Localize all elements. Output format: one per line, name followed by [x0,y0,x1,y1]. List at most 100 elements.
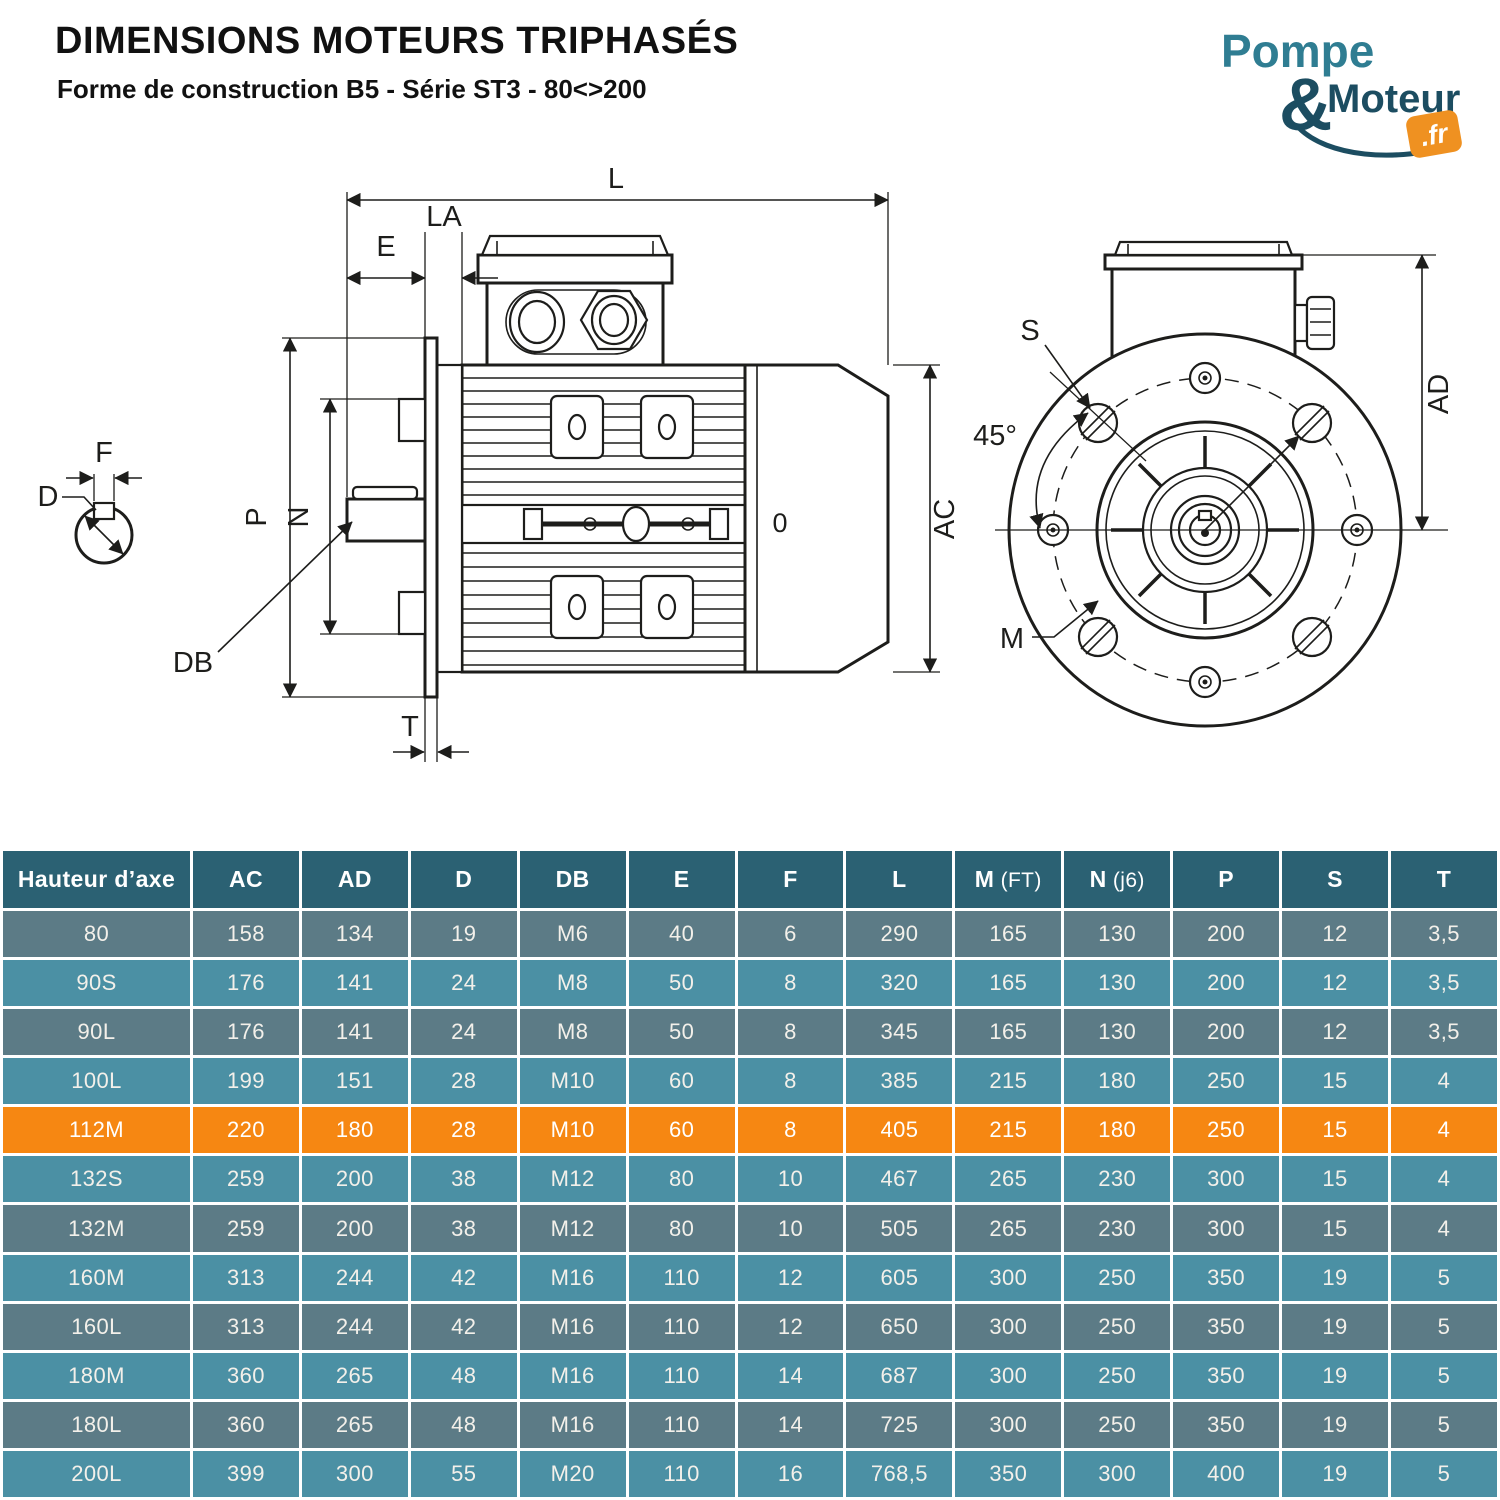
column-header: L [843,848,956,911]
front-endshield [435,363,464,674]
front-view: S 45° M AD [973,240,1455,728]
value-cell: 110 [625,1447,738,1500]
model-cell: 80 [0,907,193,961]
shaft-cross-section: D F [38,437,142,565]
value-cell: 130 [1061,957,1174,1010]
table-row: 90S 176 141 24 M8 50 8 320 165 130 200 12 3,5 [0,957,1500,1010]
column-header: DB [516,848,629,911]
column-header: AD [298,848,411,911]
value-cell: 176 [190,957,302,1010]
model-cell: 180L [0,1398,193,1451]
value-cell: 19 [1279,1398,1391,1451]
dim-label-db: DB [173,647,213,679]
dim-label-e: E [376,231,395,263]
value-cell: M16 [516,1349,629,1402]
model-cell: 160L [0,1300,193,1353]
value-cell: 141 [298,1006,411,1059]
value-cell: 400 [1170,1447,1283,1500]
value-cell: 265 [298,1349,411,1402]
rear-mark-label: 0 [772,508,787,538]
table-row: 112M 220 180 28 M10 60 8 405 215 180 250 15 4 [0,1104,1500,1157]
value-cell: 12 [1279,907,1391,961]
value-cell: 220 [190,1104,302,1157]
dim-label-l: L [608,163,624,195]
value-cell: M16 [516,1300,629,1353]
flange-screws [1077,402,1333,658]
model-cell: 112M [0,1104,193,1157]
value-cell: 290 [843,907,956,961]
screw-icon [1077,616,1119,658]
value-cell: 244 [298,1251,411,1304]
value-cell: 200 [1170,907,1283,961]
value-cell: 350 [1170,1398,1283,1451]
value-cell: 313 [190,1251,302,1304]
table-header-row: Hauteur d’axe AC AD D DB E F L M (FT) N (j6) P S T [0,848,1500,911]
logo: Pompe & Moteur .fr [1221,25,1462,158]
value-cell: 230 [1061,1153,1174,1206]
value-cell: 3,5 [1387,1006,1500,1059]
value-cell: 300 [952,1349,1065,1402]
dim-label-ac: AC [929,499,961,539]
value-cell: 80 [625,1153,738,1206]
value-cell: M10 [516,1104,629,1157]
screw-icon [1291,402,1333,444]
model-cell: 200L [0,1447,193,1500]
value-cell: 200 [298,1153,411,1206]
value-cell: 50 [625,957,738,1010]
value-cell: 768,5 [843,1447,956,1500]
value-cell: 6 [734,907,847,961]
value-cell: 8 [734,1055,847,1108]
value-cell: 605 [843,1251,956,1304]
value-cell: 8 [734,1104,847,1157]
value-cell: 505 [843,1202,956,1255]
logo-word-pompe: Pompe [1221,25,1374,77]
value-cell: 250 [1061,1398,1174,1451]
value-cell: 110 [625,1251,738,1304]
value-cell: M10 [516,1055,629,1108]
fan-cover: 0 [743,363,890,674]
value-cell: 158 [190,907,302,961]
value-cell: 300 [952,1300,1065,1353]
value-cell: 24 [407,957,520,1010]
dim-label-s: S [1020,315,1039,347]
value-cell: 360 [190,1398,302,1451]
value-cell: 265 [952,1153,1065,1206]
value-cell: 48 [407,1398,520,1451]
value-cell: 399 [190,1447,302,1500]
logo-fr-badge: .fr [1406,110,1462,158]
value-cell: 385 [843,1055,956,1108]
value-cell: 259 [190,1153,302,1206]
value-cell: 300 [1061,1447,1174,1500]
dim-label-t: T [401,711,419,743]
page-subtitle: Forme de construction B5 - Série ST3 - 8… [57,74,647,104]
value-cell: 15 [1279,1104,1391,1157]
value-cell: M16 [516,1398,629,1451]
page-title: DIMENSIONS MOTEURS TRIPHASÉS [55,20,739,62]
value-cell: 110 [625,1398,738,1451]
model-cell: 160M [0,1251,193,1304]
value-cell: 360 [190,1349,302,1402]
table-body: 80 158 134 19 M6 40 6 290 165 130 200 12 3,5 90S 176 14… [0,907,1500,1500]
dim-label-f: F [95,437,113,469]
column-header: N (j6) [1061,848,1174,911]
dim-label-la: LA [426,201,462,233]
value-cell: 350 [1170,1251,1283,1304]
value-cell: 151 [298,1055,411,1108]
value-cell: 80 [625,1202,738,1255]
value-cell: 12 [1279,1006,1391,1059]
value-cell: 265 [952,1202,1065,1255]
column-header: P [1170,848,1283,911]
value-cell: 165 [952,907,1065,961]
value-cell: 19 [407,907,520,961]
shaft [345,497,427,543]
value-cell: 4 [1387,1055,1500,1108]
value-cell: 38 [407,1153,520,1206]
value-cell: 12 [1279,957,1391,1010]
value-cell: 180 [1061,1104,1174,1157]
value-cell: 5 [1387,1300,1500,1353]
value-cell: 405 [843,1104,956,1157]
value-cell: 345 [843,1006,956,1059]
table-row: 160M 313 244 42 M16 110 12 605 300 250 350 19 5 [0,1251,1500,1304]
value-cell: 4 [1387,1104,1500,1157]
value-cell: 250 [1061,1349,1174,1402]
